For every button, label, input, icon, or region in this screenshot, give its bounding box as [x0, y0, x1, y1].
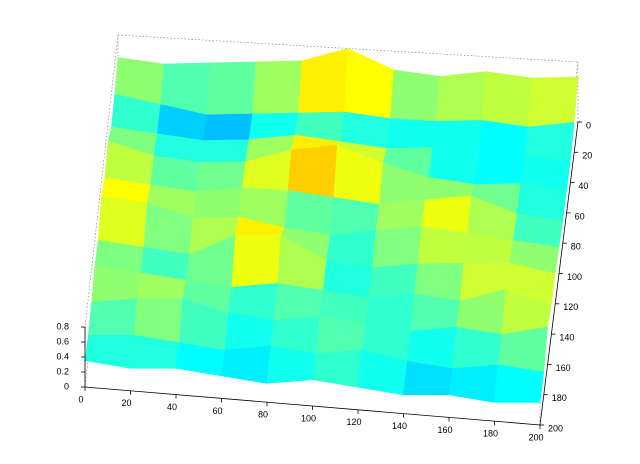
- surface-patch: [252, 60, 303, 115]
- surface-patch: [524, 122, 575, 161]
- y-tick-label: 40: [578, 181, 588, 191]
- surface-patch: [88, 298, 138, 336]
- x-tick-label: 100: [301, 413, 316, 423]
- x-tick-label: 60: [212, 406, 222, 416]
- surface-patch: [478, 120, 529, 159]
- surface-patch: [494, 364, 545, 403]
- surface-patch: [287, 144, 338, 198]
- surface-patch: [97, 195, 148, 248]
- y-tick-label: 0: [586, 120, 591, 130]
- surface-patch: [386, 118, 437, 149]
- y-tick-label: 200: [548, 423, 563, 433]
- surface-patch: [527, 76, 579, 128]
- surface-patch: [199, 139, 250, 163]
- surface-patch: [375, 199, 426, 231]
- z-tick-label: 0.2: [56, 366, 69, 376]
- z-tick-label: 0.4: [56, 351, 69, 361]
- surface-patch: [452, 326, 503, 369]
- x-tick-label: 40: [167, 402, 177, 412]
- surface-patch: [390, 69, 441, 122]
- x-tick-label: 120: [346, 417, 361, 427]
- y-tick-label: 100: [567, 272, 582, 282]
- z-tick-label: 0.6: [56, 336, 69, 346]
- x-tick-label: 160: [437, 425, 452, 435]
- y-tick-label: 20: [582, 151, 592, 161]
- surface-patch: [284, 190, 335, 236]
- surface-patch: [133, 298, 184, 343]
- surface-patch: [202, 113, 253, 141]
- surface-patch: [436, 71, 487, 122]
- surface-patch: [196, 161, 246, 193]
- surface-patch: [231, 234, 282, 288]
- z-tick-label: 0: [64, 381, 69, 391]
- y-tick-label: 80: [571, 242, 581, 252]
- surface-patch: [482, 71, 533, 128]
- surface-patch: [221, 346, 271, 384]
- surface-patch: [312, 349, 362, 388]
- x-tick-label: 80: [258, 410, 268, 420]
- surface-patch: [372, 225, 423, 269]
- surface-patch: [448, 364, 499, 403]
- y-tick-label: 160: [556, 363, 571, 373]
- y-tick-label: 180: [552, 393, 567, 403]
- surface-patch: [206, 61, 257, 116]
- surface-patch: [84, 334, 135, 369]
- y-tick-label: 140: [559, 332, 574, 342]
- surface-patch: [368, 263, 419, 298]
- surface: [84, 48, 579, 403]
- x-tick-label: 180: [483, 429, 498, 439]
- x-tick-label: 200: [528, 432, 543, 442]
- surface-patch: [417, 225, 468, 264]
- surface-patch: [474, 156, 525, 185]
- surface-patch: [298, 48, 349, 114]
- y-tick-label: 60: [575, 211, 585, 221]
- surface-patch: [192, 187, 243, 218]
- surface-patch: [344, 48, 395, 119]
- x-tick-label: 140: [392, 421, 407, 431]
- y-tick-label: 120: [563, 302, 578, 312]
- surface-patch: [329, 197, 380, 236]
- x-tick-label: 0: [78, 394, 83, 404]
- x-tick-label: 20: [121, 398, 131, 408]
- z-tick-label: 0.8: [56, 321, 69, 331]
